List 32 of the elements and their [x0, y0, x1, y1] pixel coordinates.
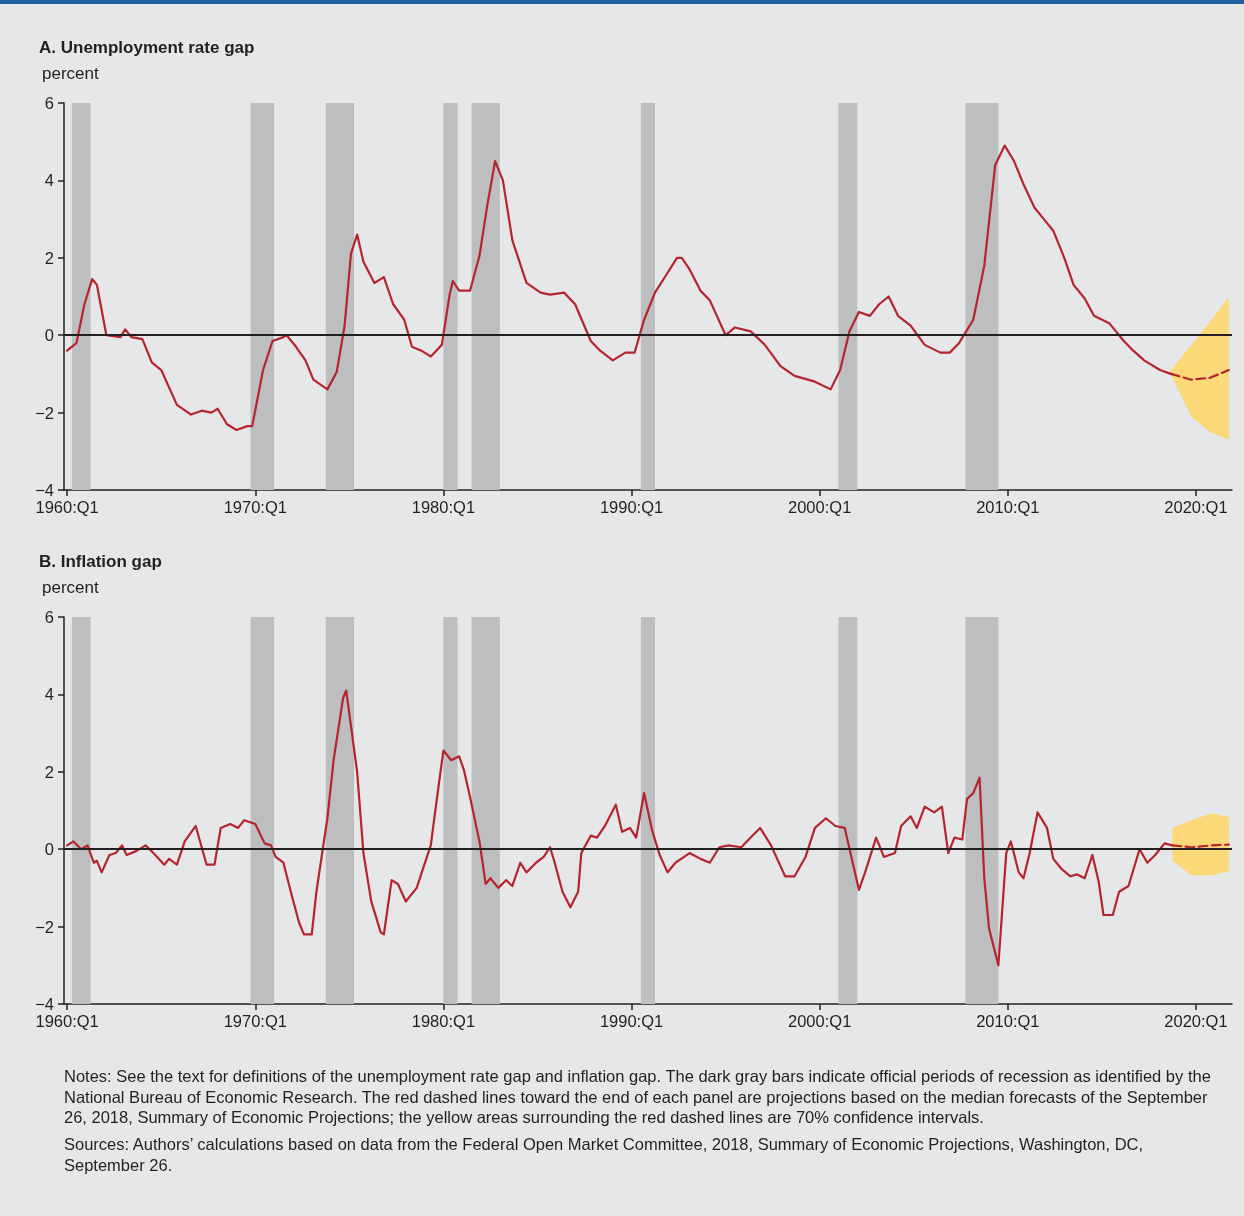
y-tick-label: 2	[44, 248, 54, 267]
x-tick-label: 1970:Q1	[223, 497, 287, 516]
y-axis-title: percent	[42, 578, 99, 597]
text: Notes: See the text for definitions of the unemployment rate gap and inflation gap. The dark gray bars indicate official periods of recession as identified by the National Bureau of Economic Research. The red dashed lines toward the end of each panel are projections based on the median forecasts of the September 26, 2018, Summary of Economic Projections; the yellow areas surrounding the red dashed lines are 70% confidence intervals.	[64, 1066, 1212, 1128]
y-tick-label: 4	[44, 685, 54, 704]
x-tick-label: 1980:Q1	[411, 497, 476, 516]
x-tick-label: 2010:Q1	[976, 497, 1040, 516]
x-tick-label: 1990:Q1	[599, 497, 664, 516]
x-tick-label: 1980:Q1	[411, 1011, 476, 1030]
y-tick-label: 0	[44, 840, 54, 859]
y-tick-label: 4	[44, 171, 54, 190]
x-tick-label: 2000:Q1	[788, 1011, 852, 1030]
y-tick-label: −4	[35, 481, 54, 499]
y-axis-title: percent	[42, 64, 99, 83]
x-tick-label: 2020:Q1	[1164, 497, 1228, 516]
source-note: Sources: Authors’ calculations based on data from the Federal Open Market Committee, 2018, Summary of Economic Projections, Washington, DC, September 26.	[64, 1133, 1145, 1176]
y-tick-label: −2	[35, 917, 54, 936]
y-tick-label: 2	[44, 762, 54, 781]
y-tick-label: 0	[44, 326, 54, 345]
chart-title: A. Unemployment rate gap	[39, 38, 255, 57]
y-tick-label: 6	[44, 94, 54, 112]
chart-title: B. Inflation gap	[39, 552, 162, 571]
y-tick-label: −4	[35, 995, 54, 1013]
y-tick-label: 6	[44, 608, 54, 626]
x-tick-label: 1960:Q1	[35, 497, 99, 516]
x-tick-label: 1960:Q1	[35, 1011, 99, 1030]
x-tick-label: 2010:Q1	[976, 1011, 1040, 1030]
x-tick-label: 1990:Q1	[599, 1011, 664, 1030]
x-tick-label: 2000:Q1	[788, 497, 852, 516]
x-tick-label: 2020:Q1	[1164, 1011, 1228, 1030]
y-tick-label: −2	[35, 403, 54, 422]
x-tick-label: 1970:Q1	[223, 1011, 287, 1030]
